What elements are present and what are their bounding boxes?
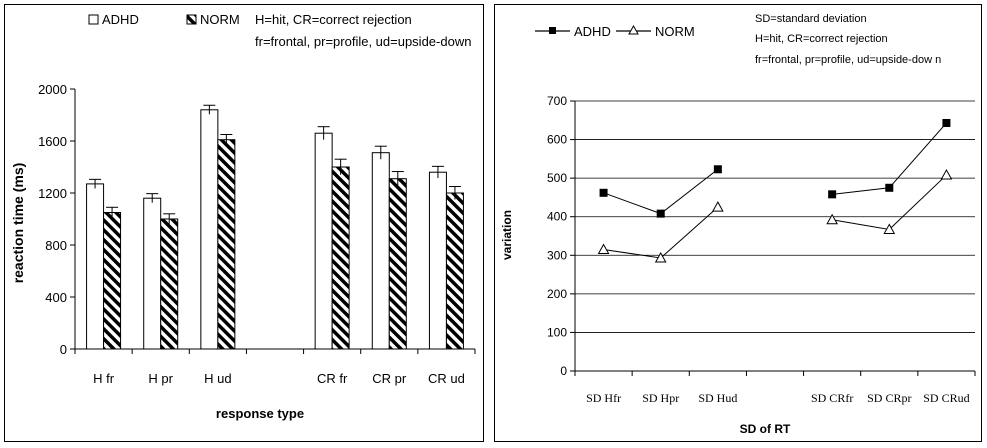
point-adhd-sd-hud [713, 165, 722, 174]
y-axis-label: reaction time (ms) [10, 163, 26, 284]
x-tick-label: SD CRud [923, 391, 969, 405]
x-axis-label: SD of RT [740, 422, 791, 436]
point-norm-sd-crfr [826, 213, 838, 225]
y-axis-label: variation [500, 210, 514, 260]
y-tick-label: 700 [547, 94, 567, 108]
y-tick-label: 300 [547, 248, 567, 262]
x-tick-label: H fr [93, 371, 115, 386]
bar-adhd-cr-ud [428, 171, 447, 350]
legend-note-1: SD=standard deviation [755, 13, 867, 25]
point-norm-sd-crpr [883, 223, 896, 234]
legend-marker-adhd [549, 27, 556, 34]
legend-label-adhd: ADHD [102, 12, 139, 27]
bar-adhd-h-pr [143, 197, 162, 350]
point-adhd-sd-crfr [828, 190, 837, 199]
y-tick-label: 1200 [38, 186, 67, 201]
legend-note-1: H=hit, CR=correct rejection [255, 12, 412, 27]
legend-swatch-norm [186, 14, 197, 25]
y-tick-label: 1600 [38, 134, 67, 149]
point-adhd-sd-crud [942, 118, 951, 127]
x-tick-label: SD CRfr [811, 391, 853, 405]
x-tick-label: SD Hfr [586, 391, 621, 405]
bar-adhd-h-fr [86, 183, 105, 350]
legend-label-adhd: ADHD [574, 24, 611, 39]
bar-norm-cr-fr [331, 166, 350, 350]
x-tick-label: H pr [148, 371, 173, 386]
y-tick-label: 0 [560, 364, 567, 378]
point-norm-sd-hpr [654, 251, 667, 263]
y-tick-label: 500 [547, 171, 567, 185]
bar-adhd-cr-pr [371, 152, 390, 350]
y-tick-label: 800 [45, 238, 67, 253]
y-tick-label: 100 [547, 325, 567, 339]
x-axis-label: response type [216, 406, 304, 421]
reaction-time-bar-chart: ADHD NORM H=hit, CR=correct rejection fr… [10, 12, 476, 421]
y-tick-label: 600 [547, 133, 567, 147]
series-line-adhd [603, 168, 719, 215]
x-tick-label: SD Hud [698, 391, 737, 405]
variation-chart-panel: ADHD NORM SD=standard deviation H=hit, C… [494, 4, 982, 442]
legend-note-2: fr=frontal, pr=profile, ud=upside-down [255, 34, 471, 49]
x-tick-label: H ud [204, 371, 231, 386]
series-line-norm [832, 174, 947, 230]
point-adhd-sd-crpr [885, 183, 894, 192]
bar-norm-h-ud [217, 139, 236, 350]
legend-marker-norm [628, 24, 639, 35]
x-tick-label: SD CRpr [867, 391, 911, 405]
legend-label-norm: NORM [200, 12, 240, 27]
legend-note-3: fr=frontal, pr=profile, ud=upside-dow n [755, 54, 941, 66]
y-tick-label: 400 [547, 210, 567, 224]
x-tick-label: SD Hpr [642, 391, 679, 405]
point-adhd-sd-hpr [656, 209, 665, 218]
y-tick-label: 400 [45, 290, 67, 305]
legend-note-2: H=hit, CR=correct rejection [755, 33, 888, 45]
legend-swatch-adhd [88, 14, 99, 25]
bar-norm-h-pr [160, 218, 179, 350]
x-tick-label: CR pr [372, 371, 407, 386]
point-adhd-sd-hfr [599, 188, 608, 197]
point-norm-sd-hfr [597, 243, 610, 254]
legend-label-norm: NORM [655, 24, 695, 39]
bar-norm-cr-pr [388, 178, 407, 350]
y-tick-label: 2000 [38, 82, 67, 97]
x-tick-label: CR ud [428, 371, 465, 386]
bar-norm-h-fr [103, 212, 122, 350]
reaction-time-chart-panel: ADHD NORM H=hit, CR=correct rejection fr… [4, 4, 484, 442]
y-tick-label: 200 [547, 287, 567, 301]
series-line-adhd [832, 122, 947, 195]
point-norm-sd-hud [712, 201, 724, 212]
bar-adhd-h-ud [200, 109, 219, 350]
bar-adhd-cr-fr [314, 132, 333, 350]
bar-norm-cr-ud [445, 192, 464, 350]
x-tick-label: CR fr [317, 371, 348, 386]
variation-line-chart: ADHD NORM SD=standard deviation H=hit, C… [500, 13, 976, 436]
point-norm-sd-crud [940, 169, 953, 180]
y-tick-label: 0 [60, 342, 67, 357]
